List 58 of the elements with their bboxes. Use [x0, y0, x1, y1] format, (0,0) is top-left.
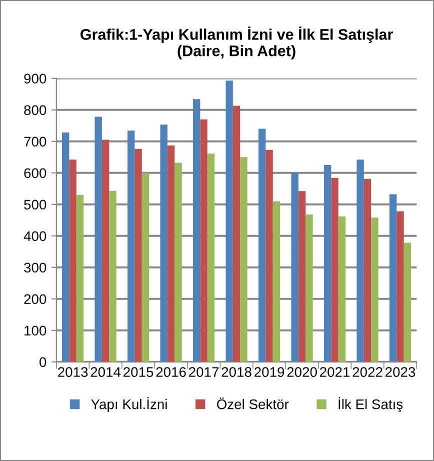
bar	[364, 178, 372, 362]
y-tick-label: 400	[24, 231, 46, 242]
x-tick-label: 2021	[320, 367, 350, 377]
x-tick-label: 2013	[58, 367, 88, 377]
bar	[127, 130, 135, 362]
bar	[258, 128, 266, 362]
bar	[232, 106, 240, 362]
x-tick-label: 2018	[222, 367, 252, 377]
y-tick-label: 700	[24, 136, 46, 147]
bar	[76, 194, 84, 362]
y-tick-label: 300	[24, 262, 46, 273]
bar	[174, 162, 182, 362]
bar	[142, 172, 150, 362]
bar	[371, 218, 378, 362]
bar	[389, 194, 397, 362]
bar	[356, 160, 364, 362]
bar	[338, 216, 346, 362]
bar	[266, 150, 273, 362]
bar	[200, 119, 208, 362]
bar	[160, 124, 168, 362]
bar	[298, 191, 306, 362]
x-tick-label: 2015	[124, 367, 154, 377]
bar	[94, 116, 102, 362]
bar	[102, 140, 110, 362]
y-tick-label: 500	[24, 200, 46, 210]
bar	[226, 80, 233, 362]
bar	[69, 160, 76, 362]
x-tick-label: 2020	[287, 367, 317, 377]
y-tick-label: 900	[24, 74, 46, 84]
bar	[109, 190, 116, 362]
x-tick-label: 2014	[90, 367, 121, 377]
bar	[404, 242, 412, 362]
bar	[134, 148, 142, 362]
bar	[396, 211, 404, 362]
x-tick-label: 2019	[254, 367, 284, 377]
y-tick-label: 100	[24, 326, 46, 336]
bar	[207, 154, 215, 362]
legend-label: Yapı Kul.İzni	[91, 397, 167, 412]
x-tick-label: 2017	[189, 367, 219, 377]
bar	[331, 178, 338, 362]
bar	[272, 201, 280, 362]
bar	[167, 145, 175, 362]
y-tick-label: 600	[24, 168, 46, 178]
bar	[291, 172, 298, 362]
bar	[240, 157, 248, 362]
bar	[192, 99, 200, 362]
legend-label: İlk El Satış	[338, 397, 403, 412]
y-tick-label: 0	[40, 357, 46, 368]
bar	[62, 132, 70, 362]
legend-label: Özel Sektör	[217, 397, 289, 410]
y-tick-label: 200	[24, 294, 46, 304]
bar	[324, 165, 332, 362]
bar	[306, 214, 313, 362]
x-tick-label: 2022	[352, 367, 382, 377]
y-tick-label: 800	[24, 105, 46, 116]
x-tick-label: 2016	[156, 367, 186, 377]
chart-title: Grafik:1-Yapı Kullanım İzni ve İlk El Satışlar (Daire, Bin Adet)	[80, 26, 393, 60]
x-tick-label: 2023	[386, 367, 416, 377]
